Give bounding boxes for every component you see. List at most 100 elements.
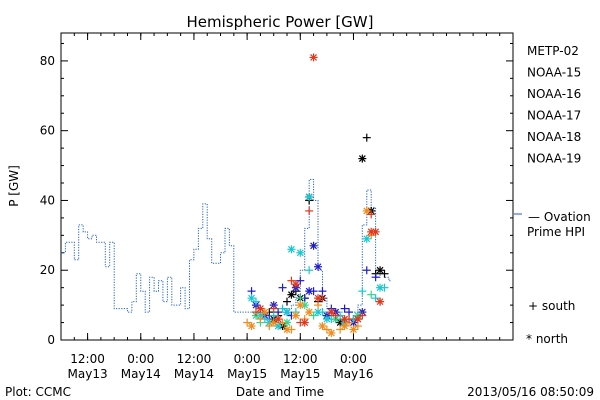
north-point <box>322 315 331 324</box>
north-point <box>291 311 300 320</box>
south-point <box>251 297 260 306</box>
legend: METP-02 NOAA-15 NOAA-16 NOAA-17 NOAA-18 NOAA-… <box>527 44 581 166</box>
north-point <box>247 294 256 303</box>
south-point <box>296 276 305 285</box>
south-point <box>265 322 274 331</box>
north-point <box>305 287 314 296</box>
plot-credit: Plot: CCMC <box>5 385 71 399</box>
legend-item: NOAA-17 <box>527 109 581 123</box>
north-point <box>314 262 323 271</box>
south-point <box>278 283 287 292</box>
legend-item: NOAA-18 <box>527 130 581 144</box>
timestamp: 2013/05/16 08:50:09 <box>467 385 594 399</box>
north-point <box>296 301 305 310</box>
x-tick-date: May15 <box>227 367 267 381</box>
x-tick-date: May13 <box>68 367 108 381</box>
south-point <box>251 308 260 317</box>
south-point <box>318 287 327 296</box>
north-point <box>287 245 296 254</box>
south-point <box>256 315 265 324</box>
south-point <box>305 206 314 215</box>
north-point <box>269 318 278 327</box>
south-point <box>380 269 389 278</box>
north-point <box>291 280 300 289</box>
north-point <box>376 297 385 306</box>
south-point <box>345 308 354 317</box>
ovation-series-line <box>61 179 392 313</box>
north-point <box>283 308 291 317</box>
south-point <box>322 325 331 334</box>
north-point <box>305 308 314 317</box>
north-point <box>349 325 358 334</box>
north-point <box>283 325 291 334</box>
south-point <box>371 273 380 282</box>
chart-title: Hemispheric Power [GW] <box>187 13 374 31</box>
north-point <box>376 266 385 275</box>
y-tick-label: 20 <box>40 263 55 277</box>
south-point <box>367 290 376 299</box>
south-point <box>243 318 252 327</box>
x-tick-time: 12:00 <box>177 352 212 366</box>
north-point <box>340 315 349 324</box>
x-tick-time: 12:00 <box>283 352 318 366</box>
south-point <box>247 287 256 296</box>
x-tick-date: May14 <box>174 367 214 381</box>
south-point <box>358 311 367 320</box>
north-point <box>309 241 318 250</box>
south-point <box>362 266 371 275</box>
north-symbol-legend: * north <box>526 332 568 346</box>
south-point <box>336 325 345 334</box>
north-point <box>274 322 283 331</box>
y-tick-label: 80 <box>40 54 55 68</box>
south-point <box>358 287 367 296</box>
north-point <box>260 308 269 317</box>
south-point <box>367 210 376 219</box>
x-tick-time: 12:00 <box>70 352 105 366</box>
x-tick-date: May16 <box>333 367 373 381</box>
legend-item: NOAA-19 <box>527 152 581 166</box>
north-point <box>296 248 305 257</box>
north-point <box>353 315 362 324</box>
south-point <box>331 311 340 320</box>
x-tick-date: May14 <box>121 367 161 381</box>
north-point <box>256 304 265 313</box>
north-point <box>362 206 371 215</box>
south-point <box>362 133 371 142</box>
south-point <box>269 311 278 320</box>
south-point <box>287 276 296 285</box>
north-point <box>314 308 323 317</box>
x-tick-time: 0:00 <box>234 352 261 366</box>
north-point <box>327 329 336 338</box>
south-point <box>340 304 349 313</box>
south-point <box>269 304 278 313</box>
north-point <box>314 294 323 303</box>
south-point <box>305 266 314 275</box>
legend-item: NOAA-16 <box>527 87 581 101</box>
north-point <box>300 318 309 327</box>
y-tick-label: 60 <box>40 124 55 138</box>
x-tick-date: May15 <box>280 367 320 381</box>
x-tick-time: 0:00 <box>340 352 367 366</box>
south-point <box>314 301 323 310</box>
south-symbol-legend: + south <box>528 299 575 313</box>
north-point <box>327 308 336 317</box>
legend-item: NOAA-15 <box>527 66 581 80</box>
north-point <box>318 322 327 331</box>
north-point <box>362 234 371 243</box>
y-tick-label: 0 <box>47 333 55 347</box>
x-axis-label: Date and Time <box>236 385 324 399</box>
x-tick-time: 0:00 <box>127 352 154 366</box>
ovation-label-2: Prime HPI <box>527 225 585 239</box>
south-point <box>309 311 318 320</box>
legend-item: METP-02 <box>527 44 579 58</box>
north-point <box>305 192 314 201</box>
plot-frame <box>60 32 514 341</box>
north-point <box>309 53 318 62</box>
south-point <box>283 297 291 306</box>
north-point <box>371 227 380 236</box>
north-point <box>274 315 283 324</box>
y-axis-label: P [GW] <box>7 165 21 207</box>
south-point <box>296 294 305 303</box>
south-point <box>353 322 362 331</box>
